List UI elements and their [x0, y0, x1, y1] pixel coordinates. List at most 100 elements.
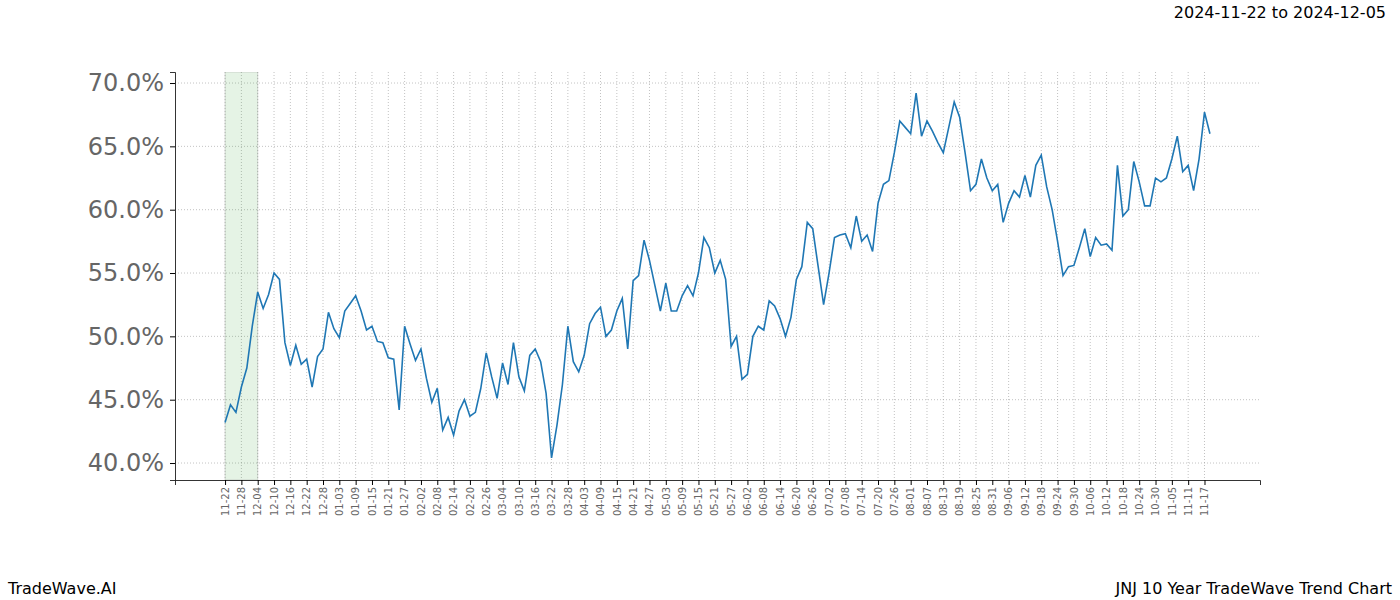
grid-line-x [339, 72, 340, 480]
x-tick-label: 07-08 [840, 487, 851, 516]
x-tick-mark [1058, 480, 1059, 485]
x-tick-label: 06-08 [758, 487, 769, 516]
y-tick: 50.0% [88, 323, 175, 351]
y-tick: 45.0% [88, 386, 175, 414]
x-tick-mark [747, 480, 748, 485]
y-tick: 65.0% [88, 133, 175, 161]
x-tick: 06-26 [807, 480, 818, 516]
x-tick-label: 03-16 [530, 487, 541, 516]
grid-line-x [371, 72, 372, 480]
x-tick-mark [503, 480, 504, 485]
y-tick-label: 70.0% [88, 69, 164, 97]
y-tick: 70.0% [88, 69, 175, 97]
x-tick: 02-26 [481, 480, 492, 516]
x-tick: 09-24 [1052, 480, 1063, 516]
x-tick: 08-07 [922, 480, 933, 516]
x-tick: 05-15 [693, 480, 704, 516]
y-axis: 40.0%45.0%50.0%55.0%60.0%65.0%70.0% [88, 69, 176, 480]
x-tick-label: 12-22 [301, 487, 312, 516]
x-tick-label: 11-22 [220, 487, 231, 516]
x-tick-label: 10-12 [1101, 487, 1112, 516]
x-tick-label: 05-03 [661, 487, 672, 516]
x-tick: 11-28 [236, 480, 247, 516]
y-tick-mark [170, 336, 175, 337]
x-tick: 07-20 [873, 480, 884, 516]
grid-line-x [355, 72, 356, 480]
x-tick-label: 06-14 [775, 487, 786, 516]
x-tick-mark [552, 480, 553, 485]
grid-line-x [486, 72, 487, 480]
x-tick-mark [1139, 480, 1140, 485]
x-tick-mark [829, 480, 830, 485]
x-tick-mark [405, 480, 406, 485]
x-tick: 07-08 [840, 480, 851, 516]
grid-line-x [1073, 72, 1074, 480]
x-tick: 08-13 [938, 480, 949, 516]
x-tick-mark [601, 480, 602, 485]
x-tick: 04-03 [579, 480, 590, 516]
x-tick: 12-10 [269, 480, 280, 516]
plot-area [225, 72, 1210, 480]
x-tick-label: 01-03 [334, 487, 345, 516]
x-tick: 01-27 [399, 480, 410, 516]
x-tick: 02-02 [416, 480, 427, 516]
grid-line-x [1171, 72, 1172, 480]
x-tick-mark [1123, 480, 1124, 485]
y-tick-mark [170, 273, 175, 274]
x-tick-label: 12-28 [318, 487, 329, 516]
grid-line-x [845, 72, 846, 480]
grid-line-x [894, 72, 895, 480]
grid-line-x [731, 72, 732, 480]
x-axis: 11-2211-2812-0412-1012-1612-2212-2801-03… [176, 480, 1261, 516]
x-tick: 01-21 [383, 480, 394, 516]
x-tick: 09-30 [1069, 480, 1080, 516]
x-tick: 11-17 [1199, 480, 1210, 516]
x-tick-mark [992, 480, 993, 485]
x-tick-label: 02-14 [448, 487, 459, 516]
grid-line-x [1155, 72, 1156, 480]
x-tick: 05-03 [661, 480, 672, 516]
grid-line-x [747, 72, 748, 480]
x-tick: 02-14 [448, 480, 459, 516]
grid-line-x [567, 72, 568, 480]
x-tick: 04-21 [628, 480, 639, 516]
grid-line-y [175, 146, 1260, 147]
grid-line-x [1188, 72, 1189, 480]
x-axis-line [176, 481, 1261, 486]
grid-line-x [992, 72, 993, 480]
grid-line-x [453, 72, 454, 480]
x-tick-label: 09-06 [1003, 487, 1014, 516]
x-tick-label: 08-01 [905, 487, 916, 516]
y-axis-line [170, 73, 176, 481]
y-tick: 60.0% [88, 196, 175, 224]
x-tick-label: 01-21 [383, 487, 394, 516]
grid-line-x [518, 72, 519, 480]
x-tick: 10-30 [1150, 480, 1161, 516]
x-tick-mark [1107, 480, 1108, 485]
x-tick-mark [470, 480, 471, 485]
x-tick-mark [813, 480, 814, 485]
x-tick-mark [372, 480, 373, 485]
grid [175, 72, 1260, 480]
grid-line-x [649, 72, 650, 480]
x-tick-label: 05-09 [677, 487, 688, 516]
grid-line-x [926, 72, 927, 480]
grid-line-x [943, 72, 944, 480]
x-tick: 03-04 [497, 480, 508, 516]
grid-line-x [420, 72, 421, 480]
x-tick-label: 09-30 [1069, 487, 1080, 516]
x-tick-mark [274, 480, 275, 485]
x-tick-label: 09-24 [1052, 487, 1063, 516]
x-tick-label: 02-08 [432, 487, 443, 516]
x-tick-label: 01-27 [399, 487, 410, 516]
x-tick-mark [241, 480, 242, 485]
x-tick-label: 01-15 [367, 487, 378, 516]
x-tick-label: 07-20 [873, 487, 884, 516]
x-tick-label: 10-24 [1134, 487, 1145, 516]
x-tick-label: 03-22 [546, 487, 557, 516]
x-tick-label: 07-26 [889, 487, 900, 516]
y-tick-label: 50.0% [88, 323, 164, 351]
grid-line-y [175, 463, 1260, 464]
x-tick: 12-16 [285, 480, 296, 516]
grid-line-x [1090, 72, 1091, 480]
